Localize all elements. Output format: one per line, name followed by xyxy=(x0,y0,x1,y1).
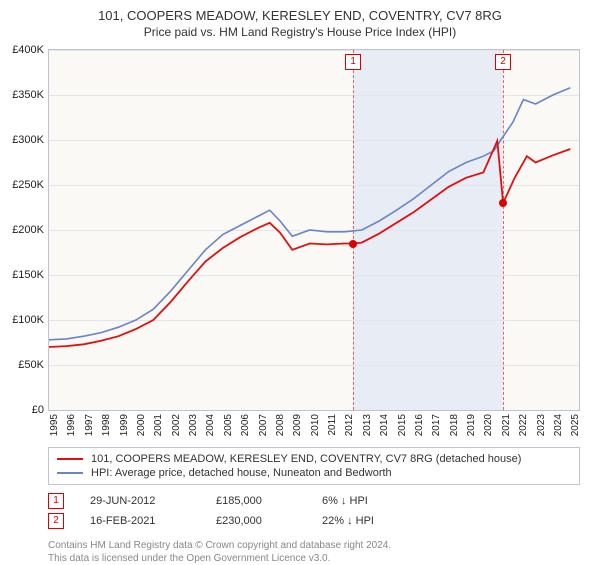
x-axis-label: 2017 xyxy=(431,414,442,436)
series-hpi xyxy=(49,88,570,340)
marker-badge-1: 1 xyxy=(48,493,64,509)
footer-line-1: Contains HM Land Registry data © Crown c… xyxy=(48,539,580,552)
y-axis-label: £0 xyxy=(32,404,44,416)
x-axis-label: 2002 xyxy=(171,414,182,436)
y-axis-label: £300K xyxy=(12,134,44,146)
x-axis-label: 2015 xyxy=(397,414,408,436)
footer-attribution: Contains HM Land Registry data © Crown c… xyxy=(48,539,580,565)
x-axis-label: 2022 xyxy=(518,414,529,436)
x-axis-label: 2003 xyxy=(188,414,199,436)
x-axis-label: 1999 xyxy=(119,414,130,436)
x-axis-label: 2012 xyxy=(344,414,355,436)
x-axis-label: 2005 xyxy=(223,414,234,436)
legend-row-hpi: HPI: Average price, detached house, Nune… xyxy=(57,466,571,480)
chart-title: 101, COOPERS MEADOW, KERESLEY END, COVEN… xyxy=(0,0,600,23)
x-axis-label: 2020 xyxy=(483,414,494,436)
chart-marker-dot xyxy=(349,240,357,248)
y-axis-label: £350K xyxy=(12,89,44,101)
marker-badge-2: 2 xyxy=(48,513,64,529)
y-axis-label: £400K xyxy=(12,44,44,56)
x-axis-label: 2004 xyxy=(205,414,216,436)
y-axis-label: £50K xyxy=(18,359,44,371)
x-axis-label: 2024 xyxy=(553,414,564,436)
x-axis-label: 2001 xyxy=(153,414,164,436)
tx-price: £230,000 xyxy=(216,515,296,527)
chart-marker-dot xyxy=(499,199,507,207)
x-axis-label: 1998 xyxy=(101,414,112,436)
tx-date: 16-FEB-2021 xyxy=(90,515,190,527)
y-axis-label: £250K xyxy=(12,179,44,191)
legend-box: 101, COOPERS MEADOW, KERESLEY END, COVEN… xyxy=(48,447,580,485)
x-axis-label: 2006 xyxy=(240,414,251,436)
table-row: 1 29-JUN-2012 £185,000 6% ↓ HPI xyxy=(48,491,580,511)
table-row: 2 16-FEB-2021 £230,000 22% ↓ HPI xyxy=(48,511,580,531)
y-axis-label: £150K xyxy=(12,269,44,281)
x-axis-label: 2008 xyxy=(275,414,286,436)
legend-label-red: 101, COOPERS MEADOW, KERESLEY END, COVEN… xyxy=(91,453,521,465)
footer-line-2: This data is licensed under the Open Gov… xyxy=(48,552,580,565)
tx-diff: 6% ↓ HPI xyxy=(322,495,412,507)
legend-label-blue: HPI: Average price, detached house, Nune… xyxy=(91,467,392,479)
x-axis-label: 2021 xyxy=(501,414,512,436)
legend-swatch-blue xyxy=(57,472,83,474)
x-axis-label: 2018 xyxy=(449,414,460,436)
legend-swatch-red xyxy=(57,458,83,460)
x-axis-label: 2009 xyxy=(292,414,303,436)
x-axis-label: 2000 xyxy=(136,414,147,436)
x-axis-label: 1996 xyxy=(66,414,77,436)
x-axis-label: 2023 xyxy=(536,414,547,436)
chart-container: { "title": "101, COOPERS MEADOW, KERESLE… xyxy=(0,0,600,560)
y-axis-label: £200K xyxy=(12,224,44,236)
transaction-table: 1 29-JUN-2012 £185,000 6% ↓ HPI 2 16-FEB… xyxy=(48,491,580,531)
x-axis-label: 2007 xyxy=(258,414,269,436)
y-axis-label: £100K xyxy=(12,314,44,326)
x-axis-label: 2019 xyxy=(466,414,477,436)
series-property xyxy=(49,141,570,347)
x-axis-label: 1997 xyxy=(84,414,95,436)
legend-row-property: 101, COOPERS MEADOW, KERESLEY END, COVEN… xyxy=(57,452,571,466)
chart-plot-area: £0£50K£100K£150K£200K£250K£300K£350K£400… xyxy=(48,49,580,411)
x-axis-label: 2013 xyxy=(362,414,373,436)
tx-diff: 22% ↓ HPI xyxy=(322,515,412,527)
tx-price: £185,000 xyxy=(216,495,296,507)
tx-date: 29-JUN-2012 xyxy=(90,495,190,507)
x-axis-label: 2010 xyxy=(310,414,321,436)
x-axis-label: 2016 xyxy=(414,414,425,436)
x-axis-label: 2011 xyxy=(327,414,338,436)
x-axis-label: 1995 xyxy=(49,414,60,436)
x-axis-label: 2014 xyxy=(379,414,390,436)
x-axis-label: 2025 xyxy=(570,414,581,436)
chart-subtitle: Price paid vs. HM Land Registry's House … xyxy=(0,23,600,39)
